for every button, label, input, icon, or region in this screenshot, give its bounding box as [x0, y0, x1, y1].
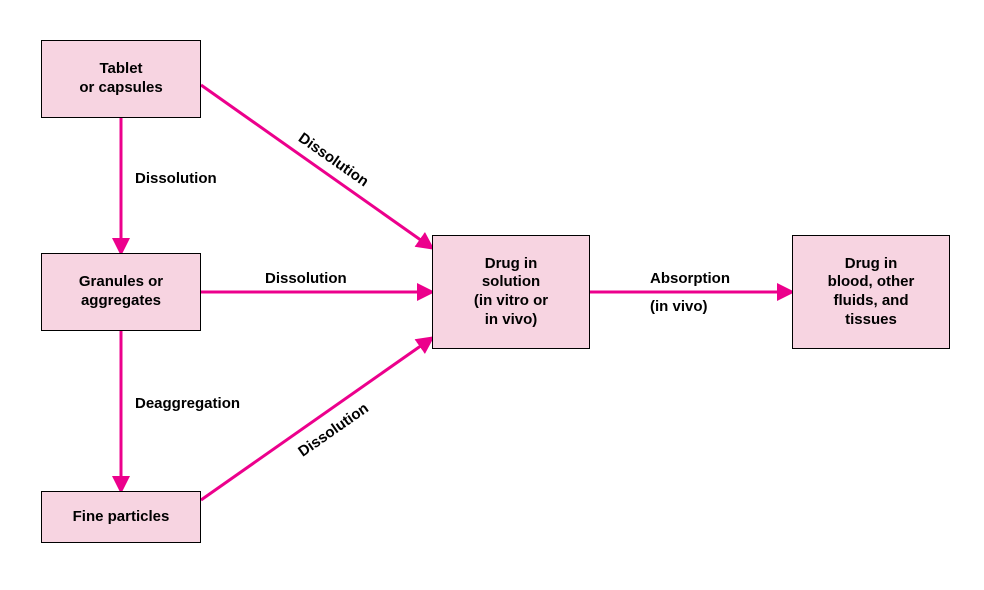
- flowchart-canvas: Tablet or capsules Granules or aggregates…: [0, 0, 984, 590]
- node-tablet: Tablet or capsules: [41, 40, 201, 118]
- node-granules: Granules or aggregates: [41, 253, 201, 331]
- node-blood: Drug in blood, other fluids, and tissues: [792, 235, 950, 349]
- node-fine: Fine particles: [41, 491, 201, 543]
- edge-label-granules-fine: Deaggregation: [135, 395, 240, 412]
- edge-label-tablet-solution: Dissolution: [295, 130, 372, 191]
- node-solution: Drug in solution (in vitro or in vivo): [432, 235, 590, 349]
- edge-label-granules-solution: Dissolution: [265, 270, 347, 287]
- edge-label-fine-solution: Dissolution: [295, 400, 372, 461]
- edge-label-tablet-granules: Dissolution: [135, 170, 217, 187]
- edge-label2-solution-blood: (in vivo): [650, 298, 708, 315]
- edge-label-solution-blood: Absorption: [650, 270, 730, 287]
- edge-tablet-solution: [201, 85, 432, 248]
- edge-fine-solution: [201, 338, 432, 500]
